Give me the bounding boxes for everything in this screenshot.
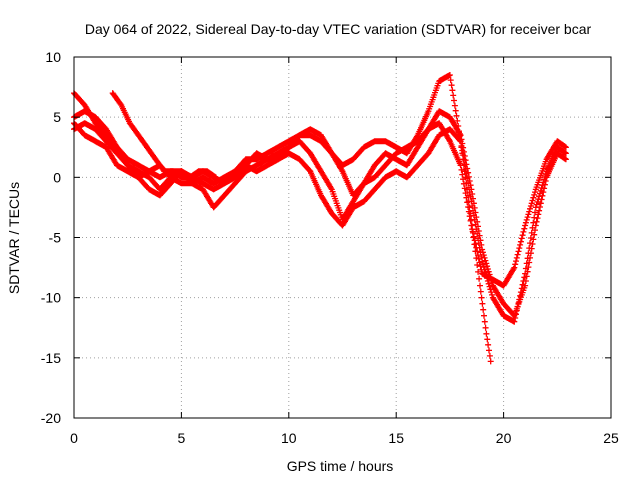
y-tick-label: -10: [41, 290, 61, 306]
y-axis-label: SDTVAR / TECUs: [6, 182, 22, 294]
y-tick-label: -5: [49, 230, 62, 246]
y-tick-label: 10: [45, 49, 61, 65]
series-5-markers: [109, 90, 219, 181]
y-tick-label: -20: [41, 410, 61, 426]
y-tick-label: -15: [41, 350, 61, 366]
x-tick-label: 25: [603, 430, 619, 446]
x-tick-label: 5: [178, 430, 186, 446]
x-axis-label: GPS time / hours: [287, 458, 394, 474]
data-points: [71, 72, 569, 365]
y-tick-label: 5: [53, 109, 61, 125]
axis-ticks: 0 5 10 15 20 25 -20 -15 -10 -5 0 5 10: [41, 49, 619, 446]
series-5: [109, 90, 219, 181]
x-tick-label: 20: [496, 430, 512, 446]
x-tick-label: 0: [70, 430, 78, 446]
x-tick-label: 15: [388, 430, 404, 446]
y-tick-label: 0: [53, 169, 61, 185]
chart-title: Day 064 of 2022, Sidereal Day-to-day VTE…: [85, 21, 592, 37]
x-tick-label: 10: [281, 430, 297, 446]
